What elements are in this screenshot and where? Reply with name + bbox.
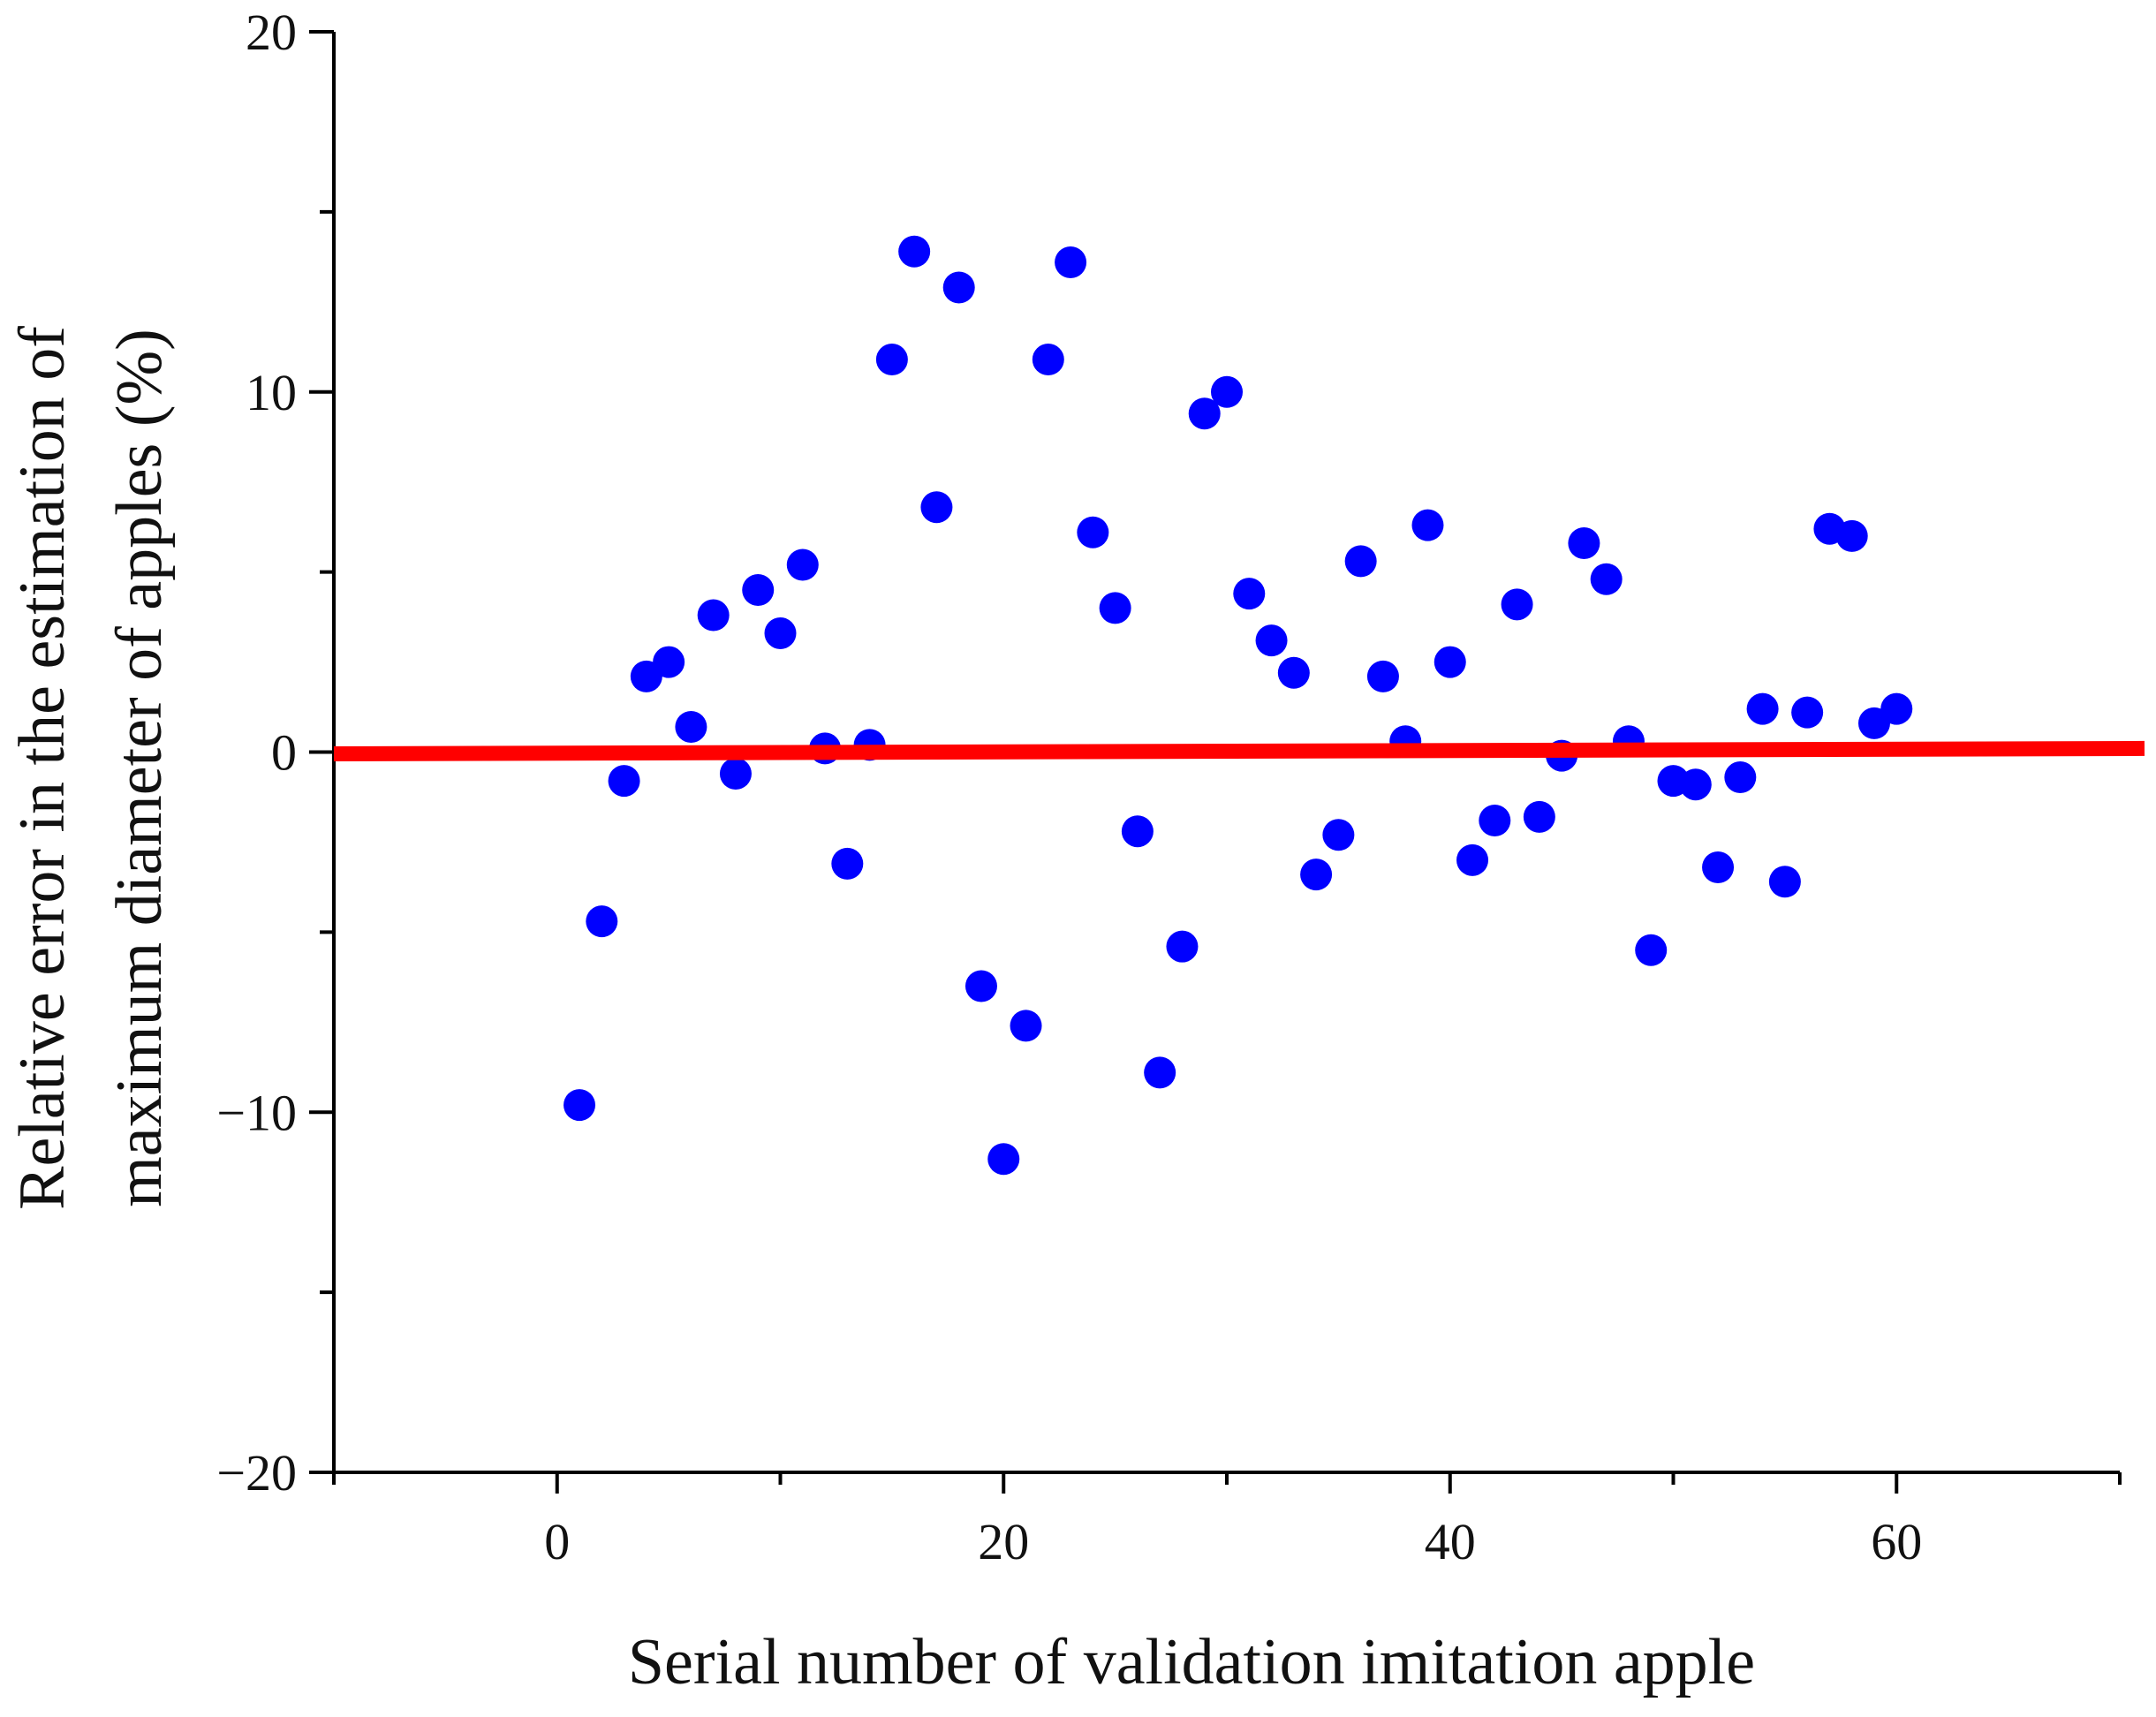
data-point <box>697 599 730 632</box>
data-points <box>564 235 1913 1176</box>
data-point <box>786 548 819 581</box>
data-point <box>1835 519 1868 552</box>
data-point <box>1300 858 1333 891</box>
data-point <box>1277 656 1310 689</box>
x-tick-label: 60 <box>1871 1513 1922 1570</box>
y-tick-label: −10 <box>216 1084 297 1141</box>
data-point <box>1211 375 1243 408</box>
data-point <box>564 1089 596 1122</box>
y-axis-title-line-2: maximum diameter of apples (%) <box>103 329 176 1207</box>
data-point <box>1010 1010 1042 1042</box>
data-point <box>608 765 640 798</box>
y-axis-title-line-1: Relative error in the estimation of <box>6 326 79 1210</box>
data-point <box>742 574 775 607</box>
data-point <box>719 757 752 790</box>
reference-line-layer <box>333 740 2145 762</box>
data-point <box>1144 1056 1176 1089</box>
data-point <box>1568 527 1600 560</box>
data-point <box>586 905 618 938</box>
data-point <box>1456 843 1489 876</box>
data-point <box>1724 761 1757 794</box>
data-point <box>898 235 931 268</box>
y-tick-label: 20 <box>246 4 297 61</box>
x-axis-title: Serial number of validation imitation ap… <box>628 1626 1755 1698</box>
data-point <box>1590 563 1623 595</box>
data-point <box>1635 934 1668 966</box>
data-point <box>987 1143 1020 1176</box>
data-point <box>875 344 908 376</box>
data-point <box>942 271 975 304</box>
data-point <box>675 710 707 743</box>
data-point <box>920 491 953 524</box>
y-tick-label: 0 <box>271 724 297 782</box>
data-point <box>653 646 685 678</box>
reference-line <box>333 740 2145 762</box>
data-point <box>1791 696 1824 729</box>
data-point <box>1188 397 1221 430</box>
data-point <box>1411 509 1444 541</box>
data-point <box>1679 768 1712 801</box>
data-point <box>1255 624 1288 657</box>
data-point <box>1366 660 1399 692</box>
y-tick-label: −20 <box>216 1444 297 1501</box>
data-point <box>1746 692 1779 725</box>
data-point <box>1077 516 1109 548</box>
data-point <box>965 970 997 1002</box>
x-tick-label: 20 <box>978 1513 1029 1570</box>
axis-ticks: −20 −10 0 10 20 0 20 40 60 <box>216 4 2122 1570</box>
data-point <box>764 616 797 649</box>
data-point <box>1479 804 1511 836</box>
data-point <box>1702 851 1735 883</box>
data-point <box>1523 800 1555 833</box>
data-point <box>1055 246 1087 278</box>
data-point <box>1233 578 1266 610</box>
data-point <box>1032 344 1064 376</box>
x-tick-label: 40 <box>1425 1513 1476 1570</box>
data-point <box>1166 930 1199 963</box>
data-point <box>1121 815 1154 848</box>
data-point <box>1434 646 1466 678</box>
data-point <box>1099 592 1131 624</box>
data-point <box>1344 545 1377 578</box>
x-tick-label: 0 <box>544 1513 570 1570</box>
y-tick-label: 10 <box>246 364 297 421</box>
data-point <box>1322 819 1355 851</box>
data-point <box>1501 588 1533 621</box>
data-point <box>831 847 864 880</box>
data-point <box>1768 866 1801 898</box>
data-point <box>1880 692 1913 725</box>
